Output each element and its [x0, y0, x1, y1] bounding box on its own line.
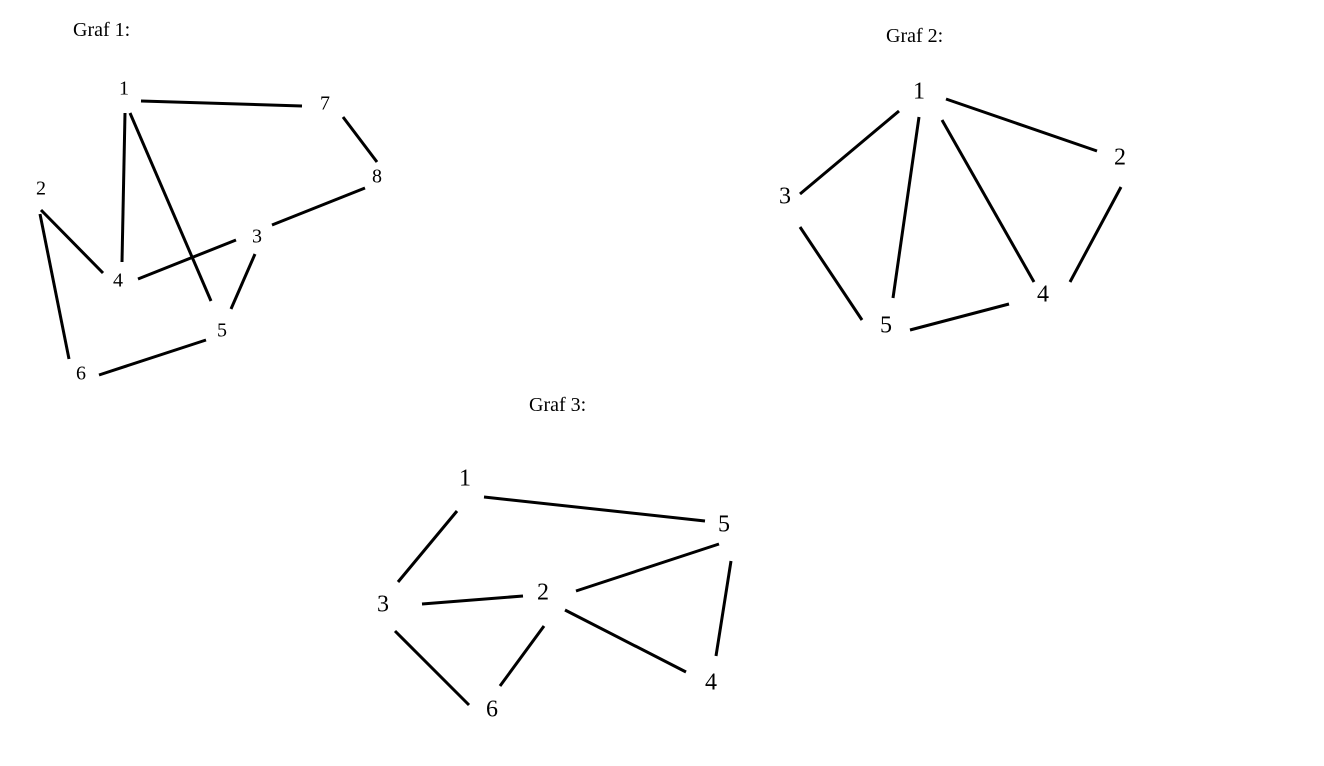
graf-2-title: Graf 2:: [886, 25, 943, 47]
graf-1-title: Graf 1:: [73, 19, 130, 41]
graf-2-edge-1-4: [940, 119, 1036, 283]
graf-1-edge-2-4: [39, 208, 105, 275]
graf-2-node-4: 4: [1037, 282, 1049, 308]
graf-3-edge-3-2: [421, 594, 524, 606]
graf-1-node-1: 1: [119, 78, 129, 100]
graf-1-diagram: 1 2 3 4 5 6 7 8: [36, 78, 382, 385]
graf-1-edge-1-7: [140, 99, 303, 108]
graf-3-edge-2-5: [575, 542, 720, 593]
graf-3-edge-1-5: [483, 495, 706, 523]
graf-3-node-4: 4: [705, 670, 717, 696]
graf-1-node-8: 8: [372, 166, 382, 188]
graf-1-edge-7-8: [341, 116, 379, 163]
graf-2-node-2: 2: [1114, 145, 1126, 171]
graf-3-edge-2-4: [564, 608, 687, 674]
graf-2-node-3: 3: [779, 184, 791, 210]
graf-1-edge-3-5: [229, 253, 257, 310]
graf-2-edge-1-5: [891, 116, 921, 299]
graf-2-node-1: 1: [913, 79, 925, 105]
graf-2-edge-2-4: [1068, 186, 1123, 283]
graf-1-edge-8-3: [271, 186, 366, 227]
graf-3-node-6: 6: [486, 697, 498, 723]
graf-2-edge-3-5: [798, 226, 864, 321]
graf-3-node-1: 1: [459, 466, 471, 492]
graf-2-edge-5-4: [909, 302, 1010, 332]
graf-1-edge-1-5: [128, 112, 213, 302]
graf-1-node-3: 3: [252, 226, 262, 248]
graf-3-node-2: 2: [537, 580, 549, 606]
graf-3-edge-2-6: [498, 625, 546, 687]
graf-3-edge-1-3: [396, 510, 459, 583]
graf-1-node-4: 4: [113, 270, 123, 292]
graf-1-node-7: 7: [320, 93, 330, 115]
graf-3-edge-5-4: [714, 560, 733, 657]
graf-2-edge-1-2: [945, 97, 1098, 153]
graf-3-node-5: 5: [718, 512, 730, 538]
graf-1-edge-4-3: [137, 238, 237, 281]
graf-1-edge-2-6: [38, 213, 71, 360]
graf-3-node-3: 3: [377, 592, 389, 618]
graf-1-edge-1-4: [120, 112, 127, 263]
graf-3-title: Graf 3:: [529, 394, 586, 416]
graf-1-node-6: 6: [76, 363, 86, 385]
graf-1-node-5: 5: [217, 320, 227, 342]
graf-1-node-2: 2: [36, 178, 46, 200]
graf-3-edge-3-6: [393, 629, 471, 707]
graf-2-edge-1-3: [799, 109, 900, 196]
graf-3-diagram: 1 2 3 4 5 6: [377, 466, 733, 723]
graf-1-edge-5-6: [98, 338, 207, 377]
graf-2-diagram: 1 2 3 4 5: [779, 79, 1126, 339]
graf-2-node-5: 5: [880, 313, 892, 339]
